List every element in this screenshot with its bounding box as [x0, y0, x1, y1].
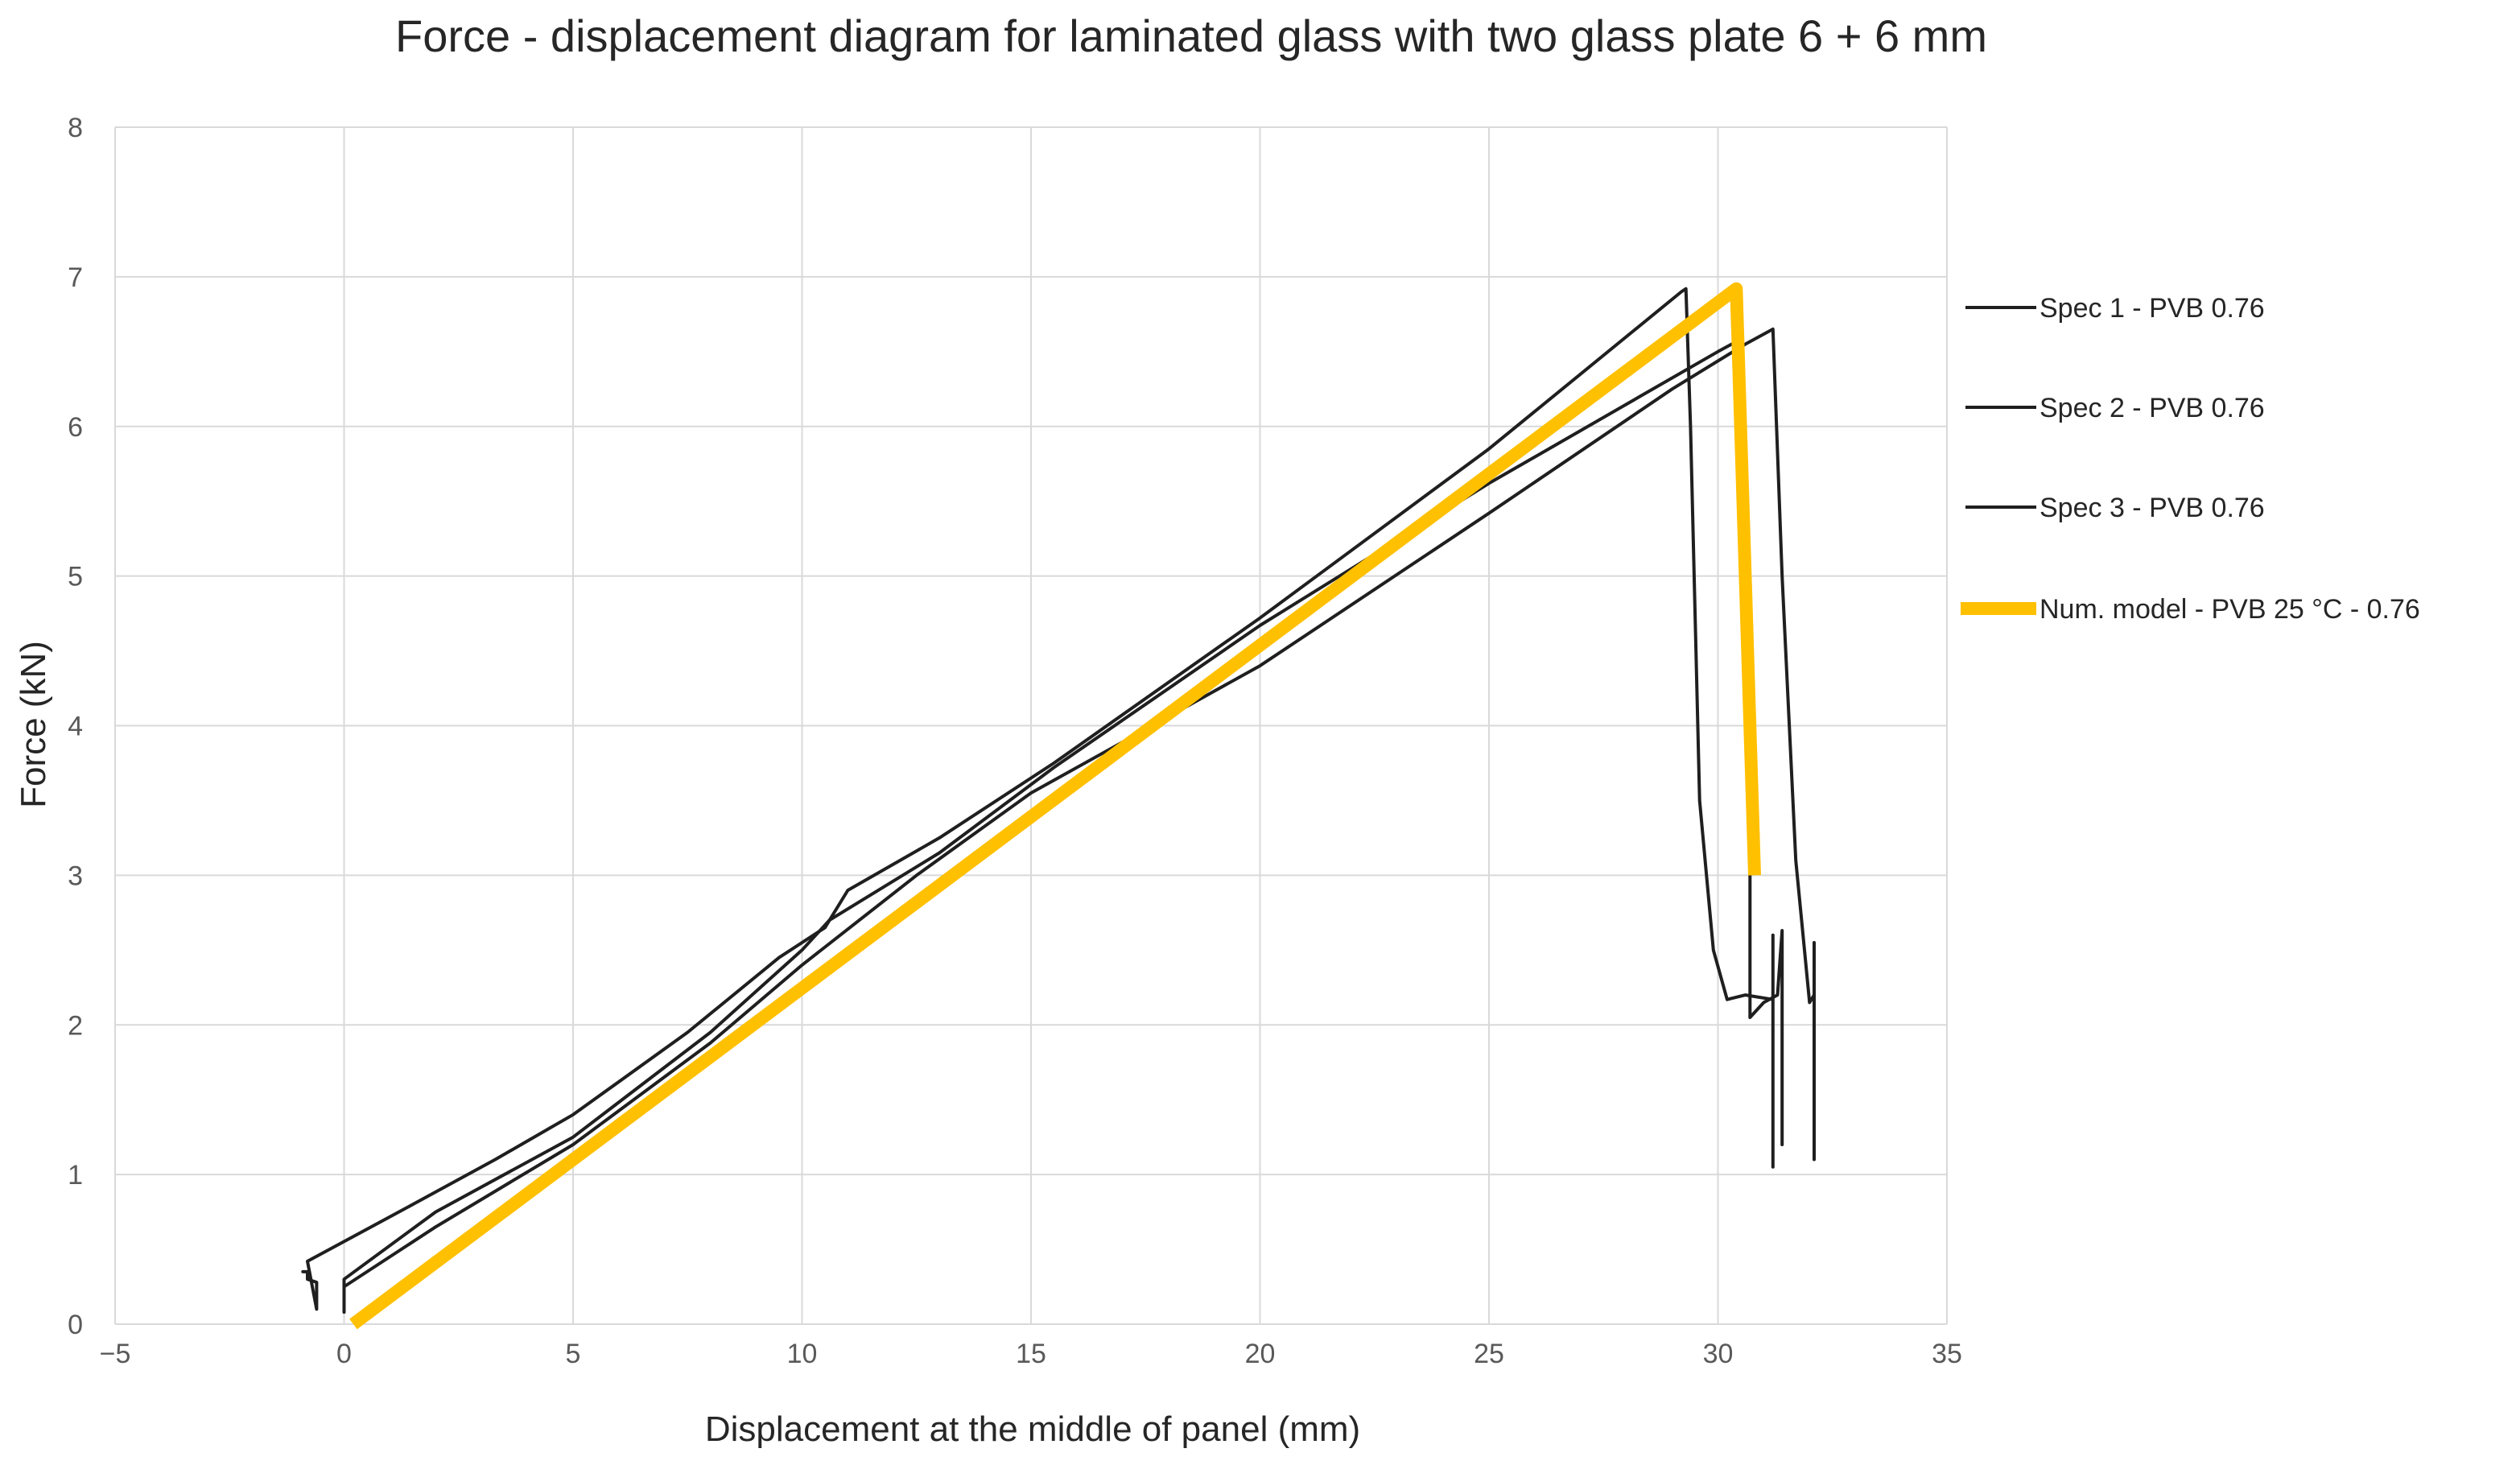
- series-line-1: [301, 287, 1775, 1311]
- x-tick-label: 35: [1932, 1339, 1962, 1369]
- y-tick-label: 8: [68, 113, 83, 143]
- x-tick-label: −5: [100, 1339, 131, 1369]
- y-tick-label: 6: [68, 412, 83, 443]
- x-axis-title: Displacement at the middle of panel (mm): [705, 1409, 1360, 1449]
- y-tick-label: 3: [68, 860, 83, 891]
- data-series: [301, 282, 1816, 1330]
- x-tick-label: 25: [1474, 1339, 1504, 1369]
- x-tick-label: 20: [1245, 1339, 1276, 1369]
- legend-label: Spec 2 - PVB 0.76: [2040, 393, 2265, 423]
- x-tick-label: 15: [1016, 1339, 1046, 1369]
- legend-label: Num. model - PVB 25 °C - 0.76: [2040, 594, 2420, 625]
- x-tick-label: 0: [336, 1339, 352, 1369]
- series-line-2: [342, 342, 1784, 1294]
- y-tick-label: 7: [68, 262, 83, 293]
- tick-labels: −5 0 5 10 15 20 25 30 35 0 1 2 3 4 5 6 7 8: [68, 113, 1962, 1369]
- y-tick-label: 5: [68, 562, 83, 592]
- x-tick-label: 5: [566, 1339, 581, 1369]
- y-tick-label: 2: [68, 1010, 83, 1041]
- y-tick-label: 1: [68, 1160, 83, 1191]
- y-tick-label: 4: [68, 712, 83, 742]
- y-axis-title: Force (kN): [14, 641, 53, 808]
- x-tick-label: 30: [1703, 1339, 1734, 1369]
- legend-label: Spec 3 - PVB 0.76: [2040, 493, 2265, 523]
- series-line-3: [342, 327, 1816, 1314]
- series-line-4: [349, 282, 1761, 1330]
- legend-label: Spec 1 - PVB 0.76: [2040, 293, 2265, 324]
- chart-title: Force - displacement diagram for laminat…: [395, 10, 1987, 61]
- legend: Spec 1 - PVB 0.76 Spec 2 - PVB 0.76 Spec 3…: [1961, 293, 2420, 625]
- gridlines: [114, 126, 1948, 1325]
- x-tick-label: 10: [787, 1339, 818, 1369]
- y-tick-label: 0: [68, 1310, 83, 1340]
